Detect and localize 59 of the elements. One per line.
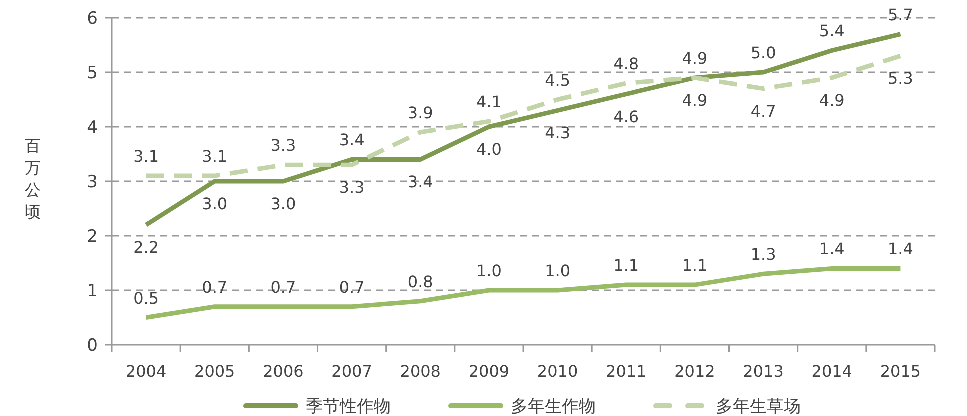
y-axis-title: 百万公顷 — [25, 136, 41, 222]
data-label: 0.5 — [134, 288, 160, 308]
data-label: 5.3 — [888, 69, 914, 88]
data-label: 4.7 — [750, 102, 776, 121]
data-label: 5.0 — [750, 44, 776, 62]
data-label: 4.6 — [614, 107, 640, 126]
data-label: 4.9 — [682, 48, 708, 68]
data-label: 3.9 — [408, 103, 434, 122]
data-label: 4.9 — [819, 90, 845, 110]
x-tick-label: 2004 — [126, 362, 167, 381]
x-tick-label: 2009 — [468, 362, 510, 381]
data-label: 1.3 — [750, 245, 776, 264]
x-tick-label: 2010 — [537, 362, 578, 381]
y-tick-label: 6 — [87, 9, 98, 29]
data-label: 1.1 — [614, 256, 640, 276]
data-label: 0.7 — [339, 278, 365, 297]
data-label: 3.1 — [202, 147, 228, 166]
y-tick-label: 4 — [87, 118, 98, 138]
data-label: 5.4 — [819, 22, 845, 41]
y-tick-label: 2 — [87, 227, 98, 247]
data-label: 4.8 — [614, 54, 640, 74]
data-label: 3.1 — [134, 147, 160, 166]
data-label: 4.1 — [476, 92, 502, 112]
data-label: 3.0 — [202, 194, 228, 214]
x-tick-label: 2007 — [332, 362, 372, 381]
data-label: 5.7 — [888, 5, 914, 24]
data-label: 0.7 — [270, 278, 296, 297]
data-label: 4.5 — [545, 70, 571, 90]
x-tick-label: 2014 — [812, 362, 852, 381]
y-tick-label: 1 — [87, 282, 98, 302]
data-label: 3.4 — [408, 172, 434, 192]
x-tick-label: 2013 — [743, 362, 784, 381]
data-label: 3.4 — [339, 130, 365, 150]
data-label: 1.4 — [888, 240, 914, 259]
data-label: 0.7 — [202, 278, 228, 297]
data-label: 3.3 — [270, 136, 296, 156]
data-label: 4.3 — [545, 124, 571, 143]
y-tick-label: 5 — [87, 64, 98, 84]
legend-label: 季节性作物 — [306, 397, 391, 416]
y-tick-label: 0 — [87, 336, 98, 356]
x-tick-label: 2005 — [194, 362, 236, 381]
data-label: 4.0 — [476, 140, 502, 159]
data-label: 3.3 — [339, 178, 365, 198]
x-tick-label: 2006 — [263, 362, 304, 381]
data-label: 1.4 — [819, 240, 845, 259]
x-tick-label: 2008 — [400, 362, 441, 381]
data-label: 1.0 — [476, 262, 502, 280]
legend-label: 多年生作物 — [511, 397, 596, 416]
x-tick-label: 2012 — [674, 362, 716, 381]
data-label: 0.8 — [408, 272, 434, 292]
legend-label: 多年生草场 — [716, 397, 801, 416]
data-label: 1.0 — [545, 262, 571, 280]
x-tick-label: 2011 — [606, 362, 647, 381]
data-label: 3.0 — [270, 194, 296, 214]
data-label: 2.2 — [134, 238, 160, 258]
data-label: 1.1 — [682, 256, 708, 276]
data-label: 4.9 — [682, 90, 708, 110]
x-tick-label: 2015 — [880, 362, 922, 381]
y-tick-label: 3 — [87, 172, 98, 192]
